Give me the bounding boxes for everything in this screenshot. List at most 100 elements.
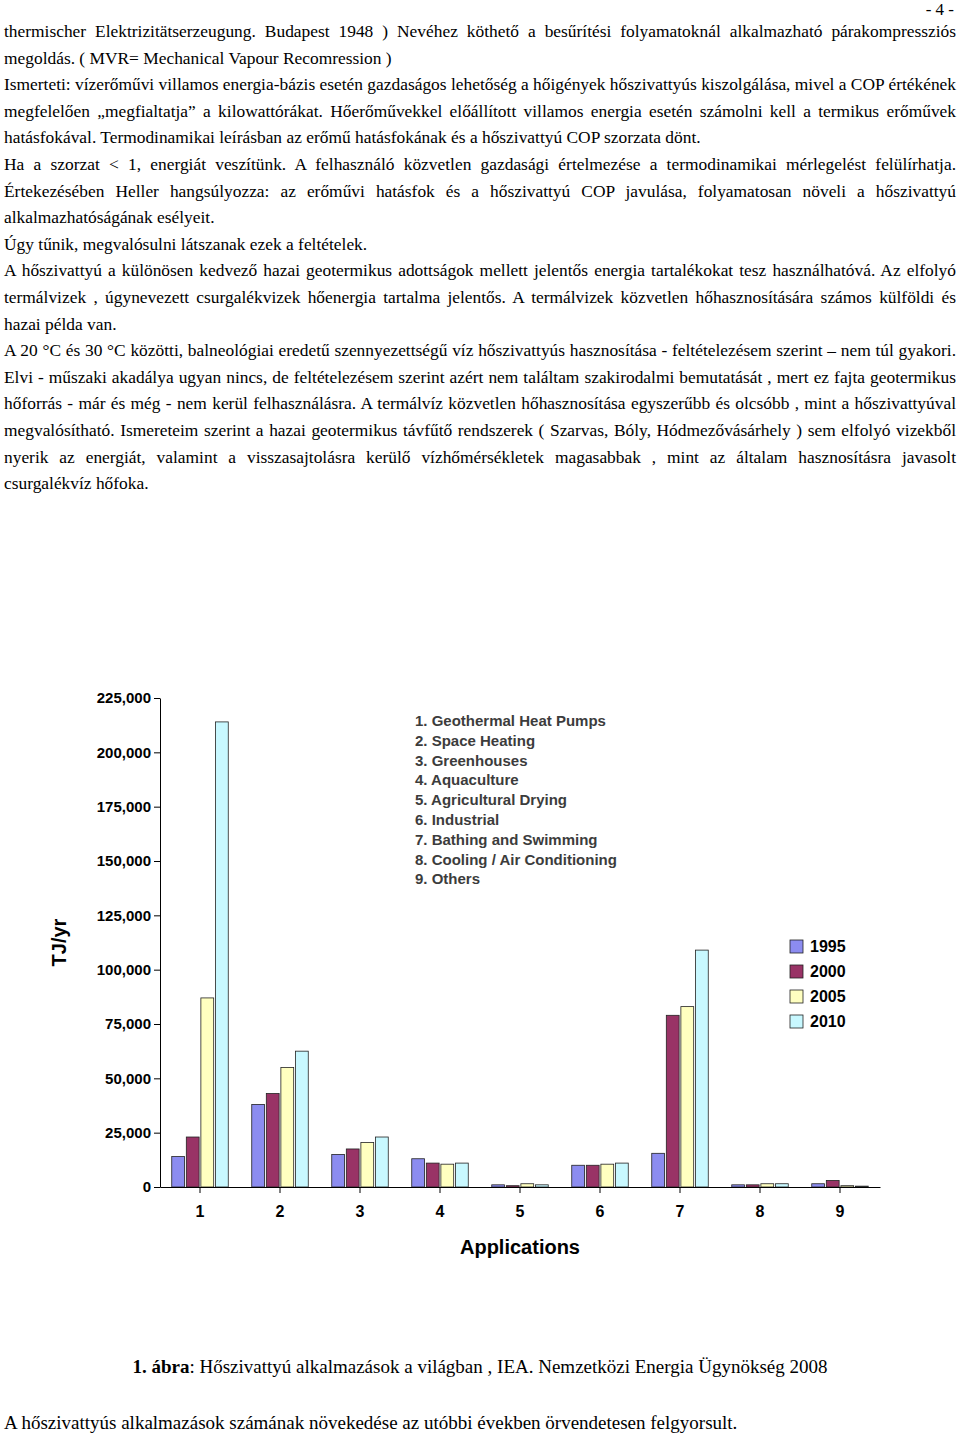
x-tick-mark — [440, 1187, 441, 1193]
annotation: 5. Agricultural Drying — [415, 791, 567, 808]
bar — [681, 1007, 694, 1187]
y-tick: 125,000 — [97, 907, 160, 924]
paragraph: Úgy tűnik, megvalósulni látszanak ezek a… — [4, 231, 956, 258]
annotation: 7. Bathing and Swimming — [415, 831, 598, 848]
y-tick-mark — [154, 970, 160, 971]
bar — [775, 1184, 788, 1187]
annotation: 8. Cooling / Air Conditioning — [415, 851, 617, 868]
x-tick: 1 — [196, 1187, 205, 1220]
x-tick-mark — [840, 1187, 841, 1193]
y-tick-mark — [154, 1133, 160, 1134]
x-tick-label: 6 — [596, 1203, 605, 1220]
caption-text: : Hőszivattyú alkalmazások a világban , … — [189, 1356, 827, 1377]
bar — [346, 1149, 359, 1187]
bar — [332, 1154, 345, 1187]
x-tick-mark — [200, 1187, 201, 1193]
x-tick: 3 — [356, 1187, 365, 1220]
footer-text: A hőszivattyús alkalmazások számának növ… — [4, 1412, 737, 1434]
chart: 0 25,000 50,000 75,000 100,000 125,000 150,000… — [0, 670, 960, 1290]
y-tick-label: 25,000 — [105, 1124, 151, 1141]
x-tick-mark — [360, 1187, 361, 1193]
x-tick-label: 8 — [756, 1203, 765, 1220]
bar — [826, 1180, 839, 1187]
y-tick: 75,000 — [105, 1015, 160, 1032]
bar-series — [186, 1015, 839, 1187]
caption: 1. ábra: Hőszivattyú alkalmazások a vilá… — [0, 1356, 960, 1378]
legend-item: 2005 — [790, 988, 846, 1005]
y-tick: 25,000 — [105, 1124, 160, 1141]
y-tick-mark — [154, 807, 160, 808]
paragraph: Ha a szorzat < 1, energiát veszítünk. A … — [4, 151, 956, 231]
y-tick-label: 175,000 — [97, 798, 151, 815]
bar — [201, 998, 214, 1187]
paragraph: A hőszivattyú a különösen kedvező hazai … — [4, 257, 956, 337]
y-tick-label: 75,000 — [105, 1015, 151, 1032]
bar — [375, 1137, 388, 1187]
legend-label: 1995 — [810, 938, 846, 955]
body-text: thermischer Elektrizitätserzeugung. Buda… — [4, 18, 956, 497]
y-tick-label: 100,000 — [97, 961, 151, 978]
x-tick-label: 1 — [196, 1203, 205, 1220]
bar — [746, 1185, 759, 1187]
y-axis-title: TJ/yr — [48, 918, 70, 966]
bar — [841, 1186, 854, 1187]
bar — [266, 1094, 279, 1187]
x-axis-title: Applications — [460, 1236, 580, 1258]
bar — [186, 1137, 199, 1187]
annotation: 3. Greenhouses — [415, 752, 528, 769]
x-tick-label: 4 — [436, 1203, 445, 1220]
legend-swatch — [790, 990, 803, 1003]
bar — [855, 1186, 868, 1187]
y-tick-label: 0 — [143, 1178, 151, 1195]
annotation: 6. Industrial — [415, 811, 499, 828]
y-axis: 0 25,000 50,000 75,000 100,000 125,000 150,000… — [97, 689, 161, 1195]
bar — [695, 950, 708, 1187]
bar — [295, 1051, 308, 1187]
annotation: 4. Aquaculture — [415, 771, 519, 788]
paragraph: A 20 °C és 30 °C közötti, balneológiai e… — [4, 337, 956, 497]
x-tick-mark — [280, 1187, 281, 1193]
x-tick-mark — [600, 1187, 601, 1193]
bar — [506, 1186, 519, 1187]
bar — [412, 1159, 425, 1187]
legend-label: 2000 — [810, 963, 846, 980]
x-tick-label: 2 — [276, 1203, 285, 1220]
bar — [652, 1153, 665, 1187]
x-tick: 8 — [756, 1187, 765, 1220]
bar-series — [201, 998, 854, 1187]
bar — [455, 1163, 468, 1187]
x-tick: 4 — [436, 1187, 445, 1220]
y-tick-label: 50,000 — [105, 1070, 151, 1087]
legend-item: 2000 — [790, 963, 846, 980]
y-axis-line — [160, 699, 161, 1188]
y-tick: 0 — [143, 1178, 160, 1195]
y-tick-mark — [154, 915, 160, 916]
bar — [572, 1165, 585, 1187]
y-tick: 225,000 — [97, 689, 160, 706]
bar — [252, 1104, 265, 1187]
y-tick-mark — [154, 1024, 160, 1025]
y-tick-label: 200,000 — [97, 744, 151, 761]
x-tick-label: 3 — [356, 1203, 365, 1220]
bar — [281, 1067, 294, 1187]
y-tick: 150,000 — [97, 852, 160, 869]
y-tick-mark — [154, 1078, 160, 1079]
bar — [215, 722, 228, 1187]
y-tick-label: 150,000 — [97, 852, 151, 869]
bar — [535, 1185, 548, 1187]
legend-label: 2005 — [810, 988, 846, 1005]
bar-series — [215, 722, 868, 1187]
legend-item: 2010 — [790, 1013, 846, 1030]
legend-label: 2010 — [810, 1013, 846, 1030]
page-number: - 4 - — [926, 0, 954, 20]
y-tick: 200,000 — [97, 744, 160, 761]
bar — [441, 1164, 454, 1187]
x-tick: 7 — [676, 1187, 685, 1220]
paragraph: thermischer Elektrizitätserzeugung. Buda… — [4, 18, 956, 71]
x-tick: 9 — [836, 1187, 845, 1220]
annotation: 2. Space Heating — [415, 732, 535, 749]
y-tick-label: 125,000 — [97, 907, 151, 924]
bar — [732, 1185, 745, 1187]
legend: 1995 2000 2005 2010 — [790, 938, 846, 1030]
x-tick-label: 5 — [516, 1203, 525, 1220]
